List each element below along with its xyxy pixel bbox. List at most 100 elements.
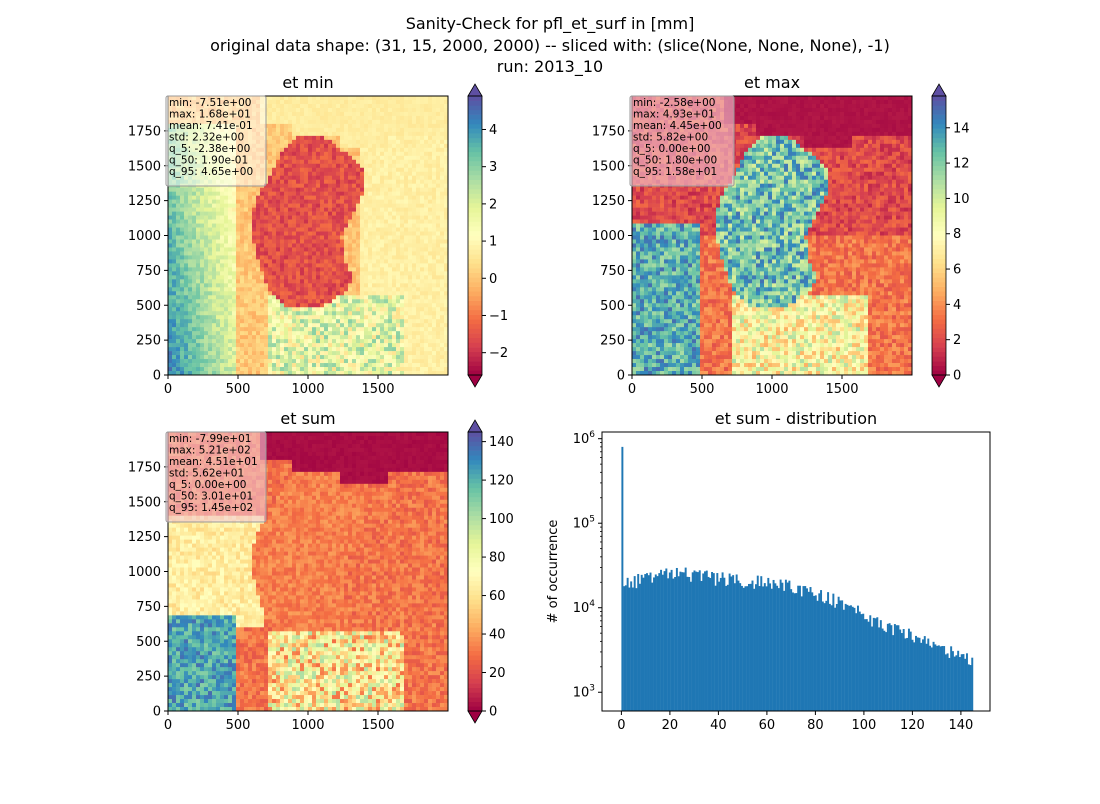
heatmap-cell	[272, 112, 276, 116]
heatmap-cell	[436, 100, 440, 104]
heatmap-cell	[432, 184, 436, 188]
heatmap-cell	[388, 100, 392, 104]
heatmap-cell	[316, 307, 320, 311]
heatmap-cell	[396, 128, 400, 132]
heatmap-cell	[432, 224, 436, 228]
heatmap-cell	[208, 351, 212, 355]
x-tick-label: 500	[226, 382, 251, 397]
heatmap-cell	[196, 327, 200, 331]
heatmap-cell	[388, 180, 392, 184]
heatmap-cell	[368, 116, 372, 120]
heatmap-cell	[264, 255, 268, 259]
heatmap-cell	[244, 287, 248, 291]
heatmap-cell	[344, 259, 348, 263]
heatmap-cell	[388, 112, 392, 116]
heatmap-cell	[412, 116, 416, 120]
heatmap-cell	[412, 255, 416, 259]
heatmap-cell	[348, 172, 352, 176]
heatmap-cell	[280, 331, 284, 335]
heatmap-cell	[208, 220, 212, 224]
heatmap-cell	[172, 275, 176, 279]
heatmap-cell	[372, 327, 376, 331]
heatmap-cell	[200, 204, 204, 208]
heatmap-cell	[388, 247, 392, 251]
heatmap-cell	[424, 367, 428, 371]
heatmap-cell	[372, 132, 376, 136]
heatmap-cell	[312, 188, 316, 192]
heatmap-cell	[212, 228, 216, 232]
heatmap-cell	[272, 228, 276, 232]
heatmap-cell	[428, 299, 432, 303]
heatmap-cell	[300, 271, 304, 275]
heatmap-cell	[352, 295, 356, 299]
heatmap-cell	[332, 267, 336, 271]
heatmap-cell	[192, 323, 196, 327]
heatmap-cell	[284, 136, 288, 140]
heatmap-cell	[296, 239, 300, 243]
heatmap-cell	[240, 232, 244, 236]
heatmap-cell	[300, 291, 304, 295]
heatmap-cell	[244, 220, 248, 224]
heatmap-cell	[392, 212, 396, 216]
heatmap-cell	[264, 263, 268, 267]
heatmap-cell	[236, 287, 240, 291]
heatmap-cell	[200, 367, 204, 371]
heatmap-cell	[436, 327, 440, 331]
heatmap-cell	[392, 355, 396, 359]
heatmap-cell	[192, 343, 196, 347]
heatmap-cell	[248, 299, 252, 303]
heatmap-cell	[248, 283, 252, 287]
heatmap-cell	[252, 319, 256, 323]
heatmap-cell	[404, 367, 408, 371]
heatmap-cell	[372, 184, 376, 188]
heatmap-cell	[312, 136, 316, 140]
heatmap-cell	[348, 267, 352, 271]
heatmap-cell	[284, 216, 288, 220]
heatmap-cell	[408, 120, 412, 124]
heatmap-cell	[328, 160, 332, 164]
heatmap-cell	[328, 212, 332, 216]
heatmap-cell	[388, 124, 392, 128]
heatmap-cell	[376, 327, 380, 331]
heatmap-cell	[372, 220, 376, 224]
heatmap-cell	[424, 196, 428, 200]
heatmap-cell	[284, 335, 288, 339]
heatmap-cell	[280, 196, 284, 200]
heatmap-cell	[248, 247, 252, 251]
heatmap-cell	[304, 116, 308, 120]
heatmap-cell	[352, 271, 356, 275]
heatmap-cell	[360, 148, 364, 152]
heatmap-cell	[276, 128, 280, 132]
heatmap-cell	[428, 243, 432, 247]
heatmap-cell	[268, 275, 272, 279]
heatmap-cell	[312, 96, 316, 100]
heatmap-cell	[316, 172, 320, 176]
heatmap-cell	[384, 359, 388, 363]
heatmap-cell	[400, 100, 404, 104]
heatmap-cell	[424, 108, 428, 112]
heatmap-cell	[276, 255, 280, 259]
heatmap-cell	[352, 220, 356, 224]
colorbar-segment	[468, 245, 482, 250]
heatmap-cell	[340, 327, 344, 331]
heatmap-cell	[220, 295, 224, 299]
heatmap-cell	[428, 347, 432, 351]
heatmap-cell	[276, 275, 280, 279]
heatmap-cell	[268, 323, 272, 327]
heatmap-cell	[380, 236, 384, 240]
heatmap-cell	[416, 112, 420, 116]
heatmap-cell	[372, 116, 376, 120]
heatmap-cell	[280, 152, 284, 156]
heatmap-cell	[356, 343, 360, 347]
heatmap-cell	[200, 319, 204, 323]
heatmap-cell	[296, 243, 300, 247]
heatmap-cell	[272, 359, 276, 363]
heatmap-cell	[344, 331, 348, 335]
heatmap-cell	[312, 120, 316, 124]
heatmap-cell	[404, 204, 408, 208]
heatmap-cell	[392, 307, 396, 311]
heatmap-cell	[396, 267, 400, 271]
heatmap-cell	[308, 176, 312, 180]
heatmap-cell	[204, 359, 208, 363]
heatmap-cell	[300, 263, 304, 267]
